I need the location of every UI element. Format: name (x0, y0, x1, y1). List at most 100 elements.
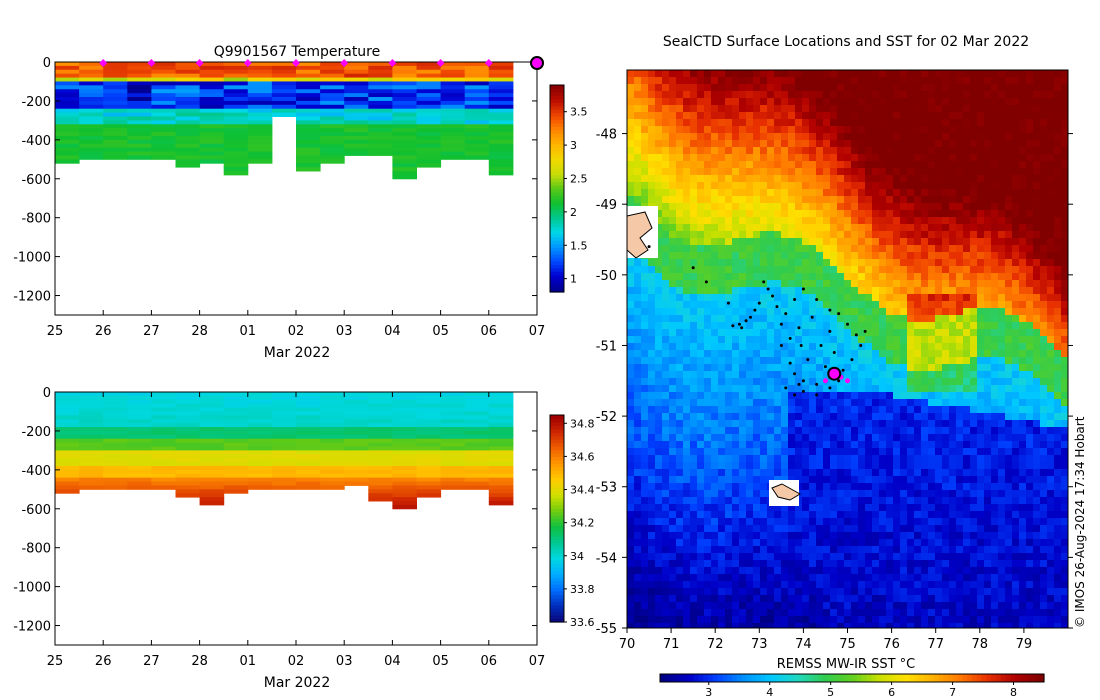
sst-cell (718, 420, 726, 428)
sst-cell (1047, 238, 1055, 246)
sst-cell (809, 154, 817, 162)
sst-cell (1033, 112, 1041, 120)
sst-cell (907, 126, 915, 134)
sst-cell (977, 308, 985, 316)
sst-cell (655, 469, 663, 477)
profile-cell (151, 458, 176, 463)
profile-cell (296, 163, 321, 168)
profile-cell (320, 438, 345, 444)
sst-cell (760, 77, 768, 85)
sst-cell (795, 441, 803, 449)
sst-cell (697, 77, 705, 85)
profile-cell (488, 93, 514, 98)
sst-cell (1019, 245, 1027, 253)
sst-cell (900, 392, 908, 400)
profile-cell (440, 69, 466, 75)
sst-cell (921, 280, 929, 288)
sst-cell (1047, 427, 1055, 435)
sst-cell (893, 266, 901, 274)
sst-cell (774, 238, 782, 246)
sst-cell (746, 357, 754, 365)
sst-cell (746, 406, 754, 414)
colorbar-segment (550, 171, 564, 176)
sst-cell (641, 399, 649, 407)
sst-cell (683, 189, 691, 197)
latest-profile-marker (530, 56, 544, 70)
sst-cell (998, 406, 1006, 414)
sst-cell (676, 84, 684, 92)
sst-cell (697, 70, 705, 78)
sst-cell (970, 231, 978, 239)
profile-cell (175, 85, 201, 90)
sst-cell (851, 280, 859, 288)
sst-cell (1019, 287, 1027, 295)
sst-cell (634, 455, 642, 463)
sst-map-panel: SealCTD Surface Locations and SST for 02… (596, 34, 1087, 699)
sst-cell (865, 70, 873, 78)
sst-cell (823, 273, 831, 281)
profile-cell (175, 77, 201, 82)
profile-cell (296, 124, 321, 129)
sst-cell (725, 469, 733, 477)
sst-cell (998, 378, 1006, 386)
sst-cell (872, 294, 880, 302)
sst-cell (1047, 203, 1055, 211)
profile-cell (392, 170, 417, 176)
sst-cell (753, 112, 761, 120)
profile-cell (368, 112, 393, 117)
x-tick-label: 25 (47, 654, 64, 669)
sst-cell (767, 448, 775, 456)
sst-cell (809, 385, 817, 393)
sst-cell (984, 70, 992, 78)
sst-cell (949, 308, 957, 316)
sst-cell (977, 469, 985, 477)
colorbar-tick-label: 34.4 (570, 484, 595, 497)
profile-cell (416, 65, 442, 71)
sst-cell (928, 378, 936, 386)
profile-cell (247, 108, 273, 114)
sst-cell (886, 322, 894, 330)
sst-cell (788, 350, 796, 358)
profile-column (223, 392, 249, 494)
sst-cell (893, 336, 901, 344)
sst-cell (893, 322, 901, 330)
sst-cell (1026, 119, 1034, 127)
sst-cell (991, 203, 999, 211)
sst-cell (1040, 245, 1048, 253)
sst-cell (823, 441, 831, 449)
sst-cell (1047, 343, 1055, 351)
sst-cell (634, 126, 642, 134)
profile-cell (247, 442, 273, 447)
sst-cell (872, 350, 880, 358)
sst-cell (956, 203, 964, 211)
sst-cell (858, 217, 866, 225)
sst-cell (921, 301, 929, 309)
profile-cell (392, 434, 417, 440)
sst-cell (907, 133, 915, 141)
sst-cell (781, 161, 789, 169)
sst-cell (669, 175, 677, 183)
sst-cell (998, 364, 1006, 372)
profile-cell (271, 112, 297, 117)
sst-cell (984, 301, 992, 309)
sst-cell (886, 301, 894, 309)
sst-cell (697, 84, 705, 92)
sst-cell (1005, 469, 1013, 477)
sst-cell (655, 119, 663, 127)
sst-cell (984, 203, 992, 211)
sst-cell (739, 70, 747, 78)
profile-cell (271, 69, 297, 75)
sst-cell (1040, 441, 1048, 449)
sst-cell (725, 308, 733, 316)
sst-cell (816, 350, 824, 358)
sst-cell (879, 385, 887, 393)
sst-cell (1061, 364, 1068, 372)
sst-cell (858, 154, 866, 162)
sst-cell (1040, 91, 1048, 99)
sst-cell (970, 371, 978, 379)
sst-cell (746, 70, 754, 78)
sst-cell (1005, 413, 1013, 421)
sst-cell (1019, 259, 1027, 267)
profile-cell (175, 462, 201, 467)
sst-cell (718, 308, 726, 316)
